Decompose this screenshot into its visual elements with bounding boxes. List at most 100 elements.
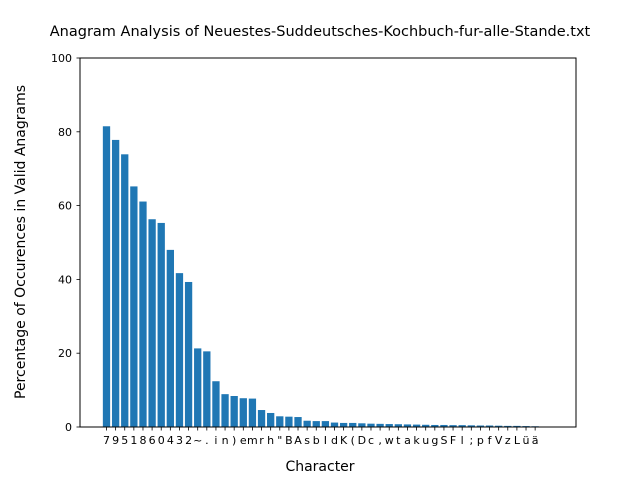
bar-29 [367,423,375,427]
x-tick-label-24: I [324,434,327,447]
x-tick-label-36: g [431,434,438,447]
bar-30 [376,423,384,427]
x-tick-label-39: l [461,434,464,447]
plot-frame [79,57,577,428]
x-tick-label-37: S [440,434,447,447]
bar-2 [121,154,129,427]
x-tick-label-38: F [450,434,456,447]
x-tick-label-20: B [285,434,293,447]
x-tick-label-42: f [488,434,493,447]
chart-title: Anagram Analysis of Neuestes-Suddeutsche… [50,24,591,40]
x-tick-label-33: a [404,434,411,447]
bar-27 [349,422,357,427]
x-tick-label-44: z [505,434,511,447]
x-tick-label-3: 1 [130,434,137,447]
bar-42 [485,425,494,427]
bar-35 [422,424,430,427]
x-tick-label-17: r [259,434,264,447]
bar-3 [130,186,138,427]
bar-19 [276,416,284,427]
y-axis: 0 20 40 60 80 100 [51,52,80,434]
bar-25 [330,422,339,427]
y-tick-label-5: 100 [51,52,72,65]
bar-45 [513,425,521,427]
bar-8 [175,273,184,427]
x-tick-label-0: 7 [103,434,110,447]
x-tick-label-1: 9 [112,434,119,447]
x-tick-label-43: V [495,434,503,447]
x-tick-label-41: p [477,434,484,447]
y-tick-label-1: 20 [58,347,72,360]
bars-group [102,126,539,428]
x-tick-label-13: n [222,434,229,447]
bar-6 [157,222,165,427]
bar-1 [111,139,120,428]
y-tick-label-3: 60 [58,200,72,213]
x-tick-label-40: ; [469,434,473,447]
x-tick-label-22: s [304,434,310,447]
x-tick-label-16: m [247,434,258,447]
x-tick-label-26: K [340,434,348,447]
x-tick-label-15: e [240,434,247,447]
bar-17 [257,410,266,427]
bar-11 [203,351,211,427]
bar-9 [184,281,193,427]
x-tick-label-45: L [514,434,521,447]
x-tick-label-4: 8 [139,434,146,447]
x-tick-label-8: 3 [176,434,183,447]
bar-26 [339,422,348,427]
x-tick-label-35: u [422,434,429,447]
x-tick-label-9: 2 [185,434,192,447]
x-tick-label-11: . [205,434,209,447]
x-tick-label-47: ä [532,434,539,447]
x-tick-label-14: ) [232,434,236,447]
bar-10 [194,348,202,427]
y-tick-label-0: 0 [65,421,72,434]
x-axis-label: Character [285,459,354,475]
bar-4 [139,201,147,427]
bar-7 [166,249,174,427]
x-tick-label-18: h [267,434,274,447]
bar-0 [102,126,111,428]
x-tick-label-27: ( [351,434,355,447]
y-axis-label: Percentage of Occurences in Valid Anagra… [13,85,29,399]
bar-41 [476,425,485,427]
bar-14 [230,396,238,427]
x-tick-label-5: 6 [149,434,156,447]
x-tick-label-10: ~ [193,434,202,447]
bar-28 [358,423,366,427]
y-tick-label-2: 40 [58,273,72,286]
bar-12 [212,381,220,427]
bar-34 [412,424,421,427]
x-tick-label-28: D [358,434,366,447]
bar-31 [385,424,393,427]
x-tick-label-32: t [396,434,401,447]
bar-32 [394,424,402,427]
bar-13 [221,394,229,427]
x-tick-label-34: k [413,434,420,447]
x-tick-label-31: w [385,434,394,447]
x-tick-label-12: i [214,434,217,447]
bar-40 [467,425,475,427]
bar-21 [294,417,302,427]
bar-18 [267,412,275,427]
bar-39 [458,425,466,427]
x-tick-label-23: b [313,434,320,447]
bar-5 [148,219,156,427]
x-tick-label-7: 4 [167,434,174,447]
x-tick-label-29: c [368,434,374,447]
bar-33 [403,424,412,427]
x-tick-label-25: d [331,434,338,447]
y-tick-label-4: 80 [58,126,72,139]
bar-16 [248,398,257,427]
bar-24 [321,421,330,427]
bar-23 [312,421,320,427]
bar-22 [303,420,311,427]
bar-38 [449,425,457,427]
x-tick-label-46: ü [523,434,530,447]
bar-44 [504,425,512,427]
bar-37 [440,424,448,427]
x-tick-label-6: 0 [158,434,165,447]
